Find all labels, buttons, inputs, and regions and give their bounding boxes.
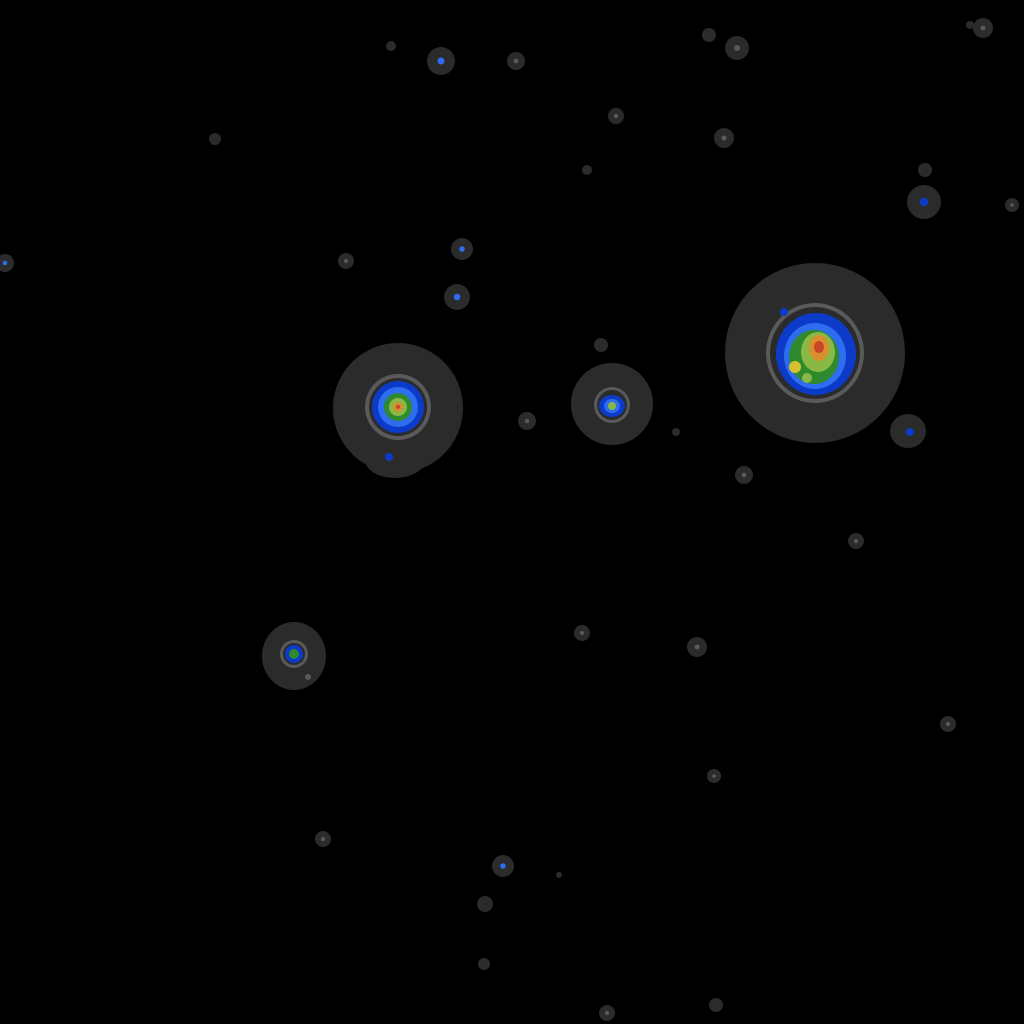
dot-core: [854, 539, 858, 543]
blob-medium: [333, 343, 463, 478]
dot-core: [453, 293, 461, 301]
dot-core: [734, 45, 740, 51]
blob-small: [262, 622, 326, 690]
dot-halo: [386, 41, 396, 51]
dot-halo: [918, 163, 932, 177]
dot-core: [694, 644, 700, 650]
dot-halo: [594, 338, 608, 352]
dot-core: [459, 246, 465, 252]
dot-halo: [966, 21, 974, 29]
dot-halo: [477, 896, 493, 912]
contour: [396, 405, 400, 409]
blob-small: [571, 363, 653, 445]
contour: [814, 341, 824, 353]
dot-core: [614, 114, 618, 118]
dot-core: [741, 472, 747, 478]
dot-core: [2, 260, 8, 266]
dot-halo: [478, 958, 490, 970]
dot-core: [524, 418, 530, 424]
dot-core: [946, 722, 950, 726]
dot-core: [500, 863, 506, 869]
contour: [289, 649, 299, 659]
halo: [365, 442, 425, 478]
contour: [802, 373, 812, 383]
dot-halo: [672, 428, 680, 436]
dot-core: [580, 631, 584, 635]
dot-core: [712, 774, 716, 778]
dot-core: [919, 197, 929, 207]
contour: [608, 402, 616, 410]
dot-core: [513, 58, 519, 64]
contour: [780, 308, 788, 316]
dot-halo: [556, 872, 562, 878]
dot-halo: [582, 165, 592, 175]
dot-halo: [209, 133, 221, 145]
dot-core: [344, 259, 348, 263]
blob-large: [725, 263, 926, 448]
dots: [0, 18, 1019, 1021]
dot-core: [1010, 203, 1014, 207]
contour: [305, 674, 311, 680]
dot-core: [605, 1011, 609, 1015]
contour: [385, 453, 393, 461]
dot-core: [980, 25, 986, 31]
contour: [789, 361, 801, 373]
dot-halo: [702, 28, 716, 42]
dot-core: [721, 135, 727, 141]
contour: [906, 428, 914, 436]
dot-core: [437, 57, 445, 65]
dot-halo: [709, 998, 723, 1012]
dot-core: [321, 837, 325, 841]
